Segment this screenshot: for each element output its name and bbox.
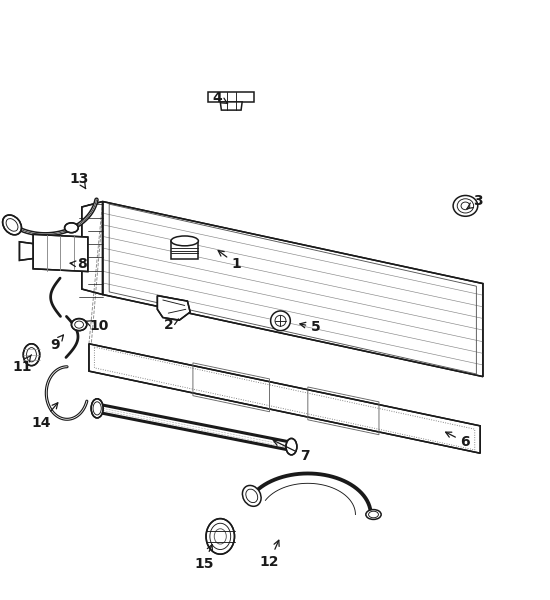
Polygon shape (82, 202, 103, 295)
Text: 12: 12 (260, 540, 279, 569)
Text: 10: 10 (86, 319, 108, 333)
Ellipse shape (286, 439, 297, 455)
Text: 4: 4 (213, 91, 228, 104)
Text: 13: 13 (69, 172, 89, 188)
Ellipse shape (206, 518, 234, 554)
Ellipse shape (23, 344, 40, 365)
Polygon shape (33, 235, 88, 272)
Polygon shape (171, 241, 199, 259)
Text: 8: 8 (70, 257, 87, 271)
Circle shape (271, 311, 290, 331)
Ellipse shape (91, 399, 103, 418)
Ellipse shape (243, 485, 261, 506)
Ellipse shape (366, 509, 381, 520)
Text: 14: 14 (31, 403, 58, 430)
Polygon shape (19, 242, 33, 260)
Text: 7: 7 (273, 440, 310, 463)
Ellipse shape (453, 196, 478, 216)
Polygon shape (103, 202, 483, 377)
Ellipse shape (171, 236, 199, 246)
Text: 2: 2 (163, 317, 179, 332)
Text: 15: 15 (194, 545, 213, 571)
Text: 6: 6 (446, 432, 470, 449)
Text: 11: 11 (13, 355, 32, 374)
Polygon shape (89, 344, 480, 453)
Text: 9: 9 (50, 335, 63, 352)
Ellipse shape (72, 319, 87, 331)
Text: 5: 5 (300, 320, 321, 334)
Polygon shape (157, 296, 190, 320)
Polygon shape (208, 92, 254, 102)
Ellipse shape (3, 215, 21, 235)
Polygon shape (221, 102, 242, 110)
Text: 3: 3 (467, 194, 482, 209)
Text: 1: 1 (218, 251, 241, 271)
Ellipse shape (64, 223, 78, 233)
